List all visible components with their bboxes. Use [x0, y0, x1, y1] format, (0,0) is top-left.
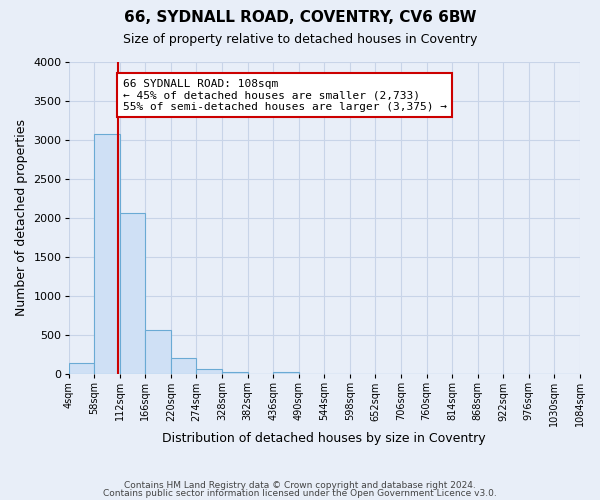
X-axis label: Distribution of detached houses by size in Coventry: Distribution of detached houses by size … — [163, 432, 486, 445]
Text: 66, SYDNALL ROAD, COVENTRY, CV6 6BW: 66, SYDNALL ROAD, COVENTRY, CV6 6BW — [124, 10, 476, 25]
Text: Contains public sector information licensed under the Open Government Licence v3: Contains public sector information licen… — [103, 488, 497, 498]
Bar — [145, 330, 171, 374]
Text: 66 SYDNALL ROAD: 108sqm
← 45% of detached houses are smaller (2,733)
55% of semi: 66 SYDNALL ROAD: 108sqm ← 45% of detache… — [122, 78, 446, 112]
Bar — [273, 372, 299, 374]
Bar — [94, 134, 120, 374]
Bar — [120, 213, 145, 374]
Bar — [171, 358, 196, 374]
Text: Contains HM Land Registry data © Crown copyright and database right 2024.: Contains HM Land Registry data © Crown c… — [124, 481, 476, 490]
Bar — [196, 369, 222, 374]
Bar — [222, 372, 248, 374]
Bar — [68, 362, 94, 374]
Y-axis label: Number of detached properties: Number of detached properties — [15, 120, 28, 316]
Text: Size of property relative to detached houses in Coventry: Size of property relative to detached ho… — [123, 32, 477, 46]
